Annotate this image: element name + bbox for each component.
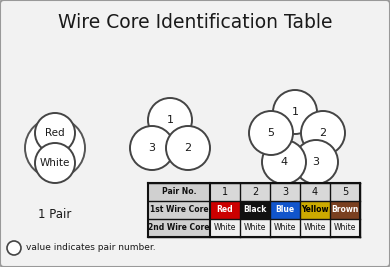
Text: 2: 2 [252,187,258,197]
Bar [240,201,270,219]
Circle shape [7,241,21,255]
Text: 3 Pairs: 3 Pairs [150,209,190,222]
Text: Pair No.: Pair No. [162,187,196,197]
Circle shape [148,98,192,142]
Bar [270,201,300,219]
Text: Wire Core Identification Table: Wire Core Identification Table [58,13,332,32]
Bar [210,201,240,219]
Text: 2: 2 [184,143,191,153]
Text: 1: 1 [222,187,228,197]
Bar [148,183,360,201]
Circle shape [130,126,174,170]
Text: 4: 4 [312,187,318,197]
Text: 1: 1 [167,115,174,125]
Bar [148,183,210,237]
Text: Brown: Brown [332,206,359,214]
Text: 1st Wire Core: 1st Wire Core [150,206,208,214]
Text: 3: 3 [149,143,156,153]
Text: White: White [274,223,296,233]
Circle shape [262,140,306,184]
Text: 5: 5 [268,128,275,138]
Text: Black: Black [243,206,267,214]
Bar [148,201,360,219]
Text: White: White [214,223,236,233]
Text: Red: Red [45,128,65,138]
Text: 1 Pair: 1 Pair [38,209,72,222]
Text: 5 Pairs: 5 Pairs [280,209,320,222]
Circle shape [249,111,293,155]
Bar [330,201,360,219]
Circle shape [35,113,75,153]
Text: 5: 5 [342,187,348,197]
Circle shape [301,111,345,155]
Text: Red: Red [217,206,233,214]
Text: White: White [40,158,70,168]
Text: 3: 3 [282,187,288,197]
Circle shape [273,90,317,134]
Text: 1: 1 [291,107,298,117]
Circle shape [35,143,75,183]
Circle shape [25,118,85,178]
Text: Blue: Blue [275,206,294,214]
Circle shape [166,126,210,170]
Bar [148,219,360,237]
Text: White: White [244,223,266,233]
Text: 2nd Wire Core: 2nd Wire Core [148,223,210,233]
Text: White: White [304,223,326,233]
Bar [148,183,360,237]
Text: 2: 2 [319,128,326,138]
Circle shape [294,140,338,184]
Text: Yellow: Yellow [301,206,329,214]
Text: value indicates pair number.: value indicates pair number. [26,244,156,253]
Bar [300,201,330,219]
Text: 4: 4 [280,157,287,167]
Text: 3: 3 [312,157,319,167]
Text: White: White [334,223,356,233]
